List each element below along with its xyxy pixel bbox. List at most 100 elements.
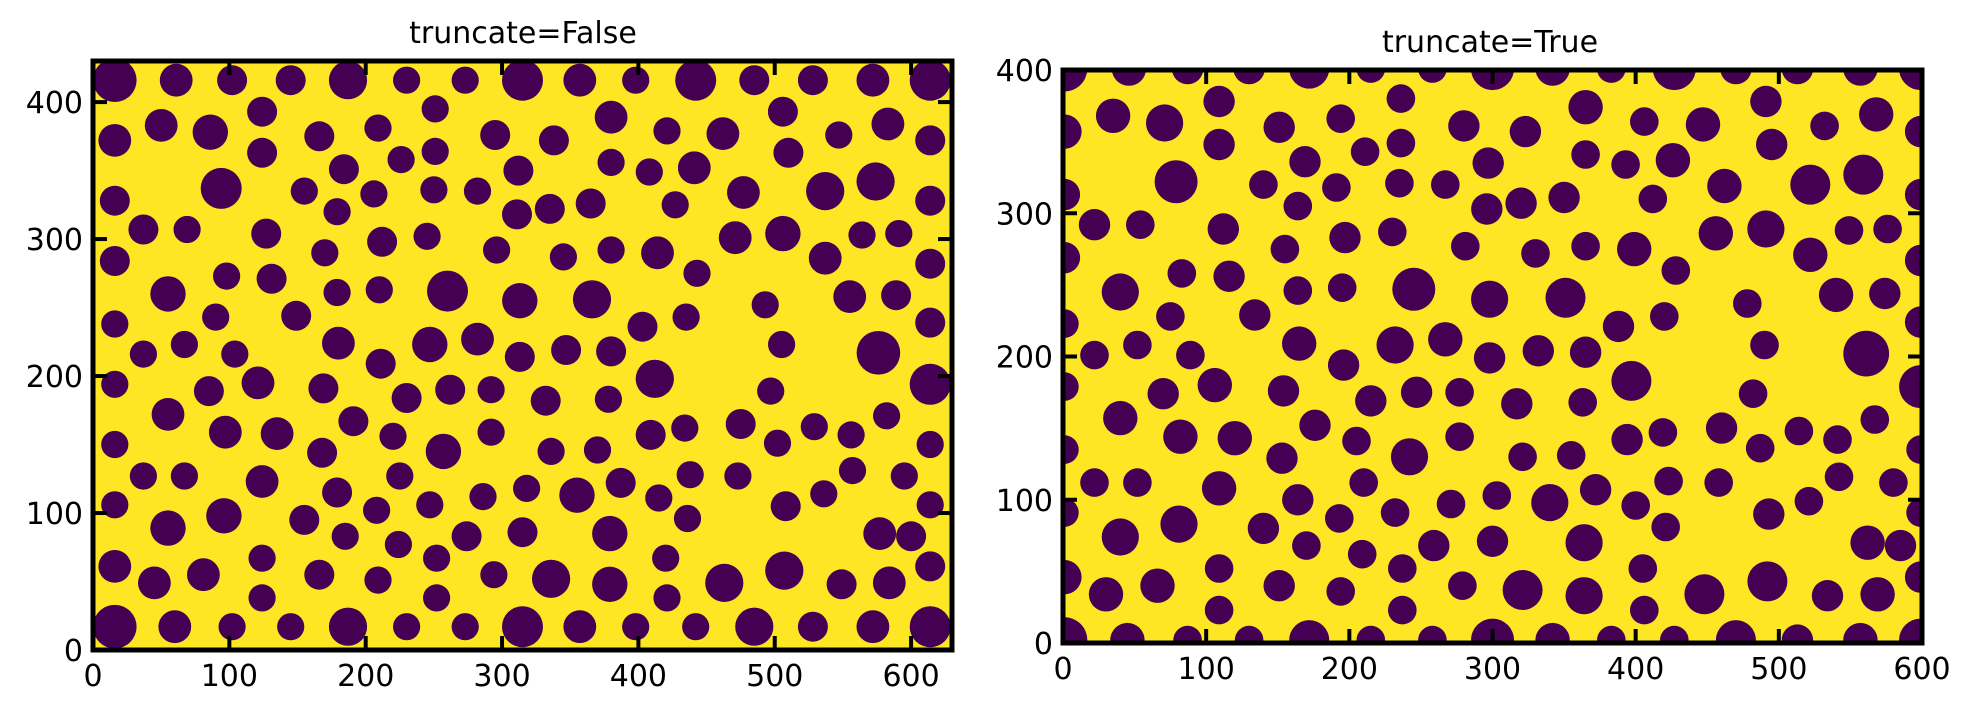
disk-mark <box>1388 554 1417 583</box>
disk-mark <box>725 409 756 439</box>
disk-mark <box>856 610 890 644</box>
disk-mark <box>916 491 944 519</box>
disk-mark <box>192 114 228 150</box>
disk-mark <box>379 422 407 450</box>
disk-mark <box>1843 70 1878 86</box>
disk-mark <box>367 226 398 257</box>
disk-mark <box>1508 442 1537 472</box>
disk-mark <box>260 417 294 450</box>
disk-mark <box>1249 170 1278 199</box>
disk-mark <box>1655 143 1691 178</box>
disk-mark <box>328 154 359 185</box>
disk-mark <box>277 613 305 641</box>
disk-mark <box>653 117 681 145</box>
disk-mark <box>463 177 492 205</box>
disk-mark <box>1661 256 1691 285</box>
disk-mark <box>245 465 279 498</box>
y-tick-label: 400 <box>26 86 83 121</box>
disk-mark <box>896 521 927 552</box>
plot-area <box>90 58 955 653</box>
disk-mark <box>1063 178 1081 211</box>
disk-mark <box>826 569 857 600</box>
disk-mark <box>451 613 479 641</box>
disk-mark <box>1704 468 1733 497</box>
disk-mark <box>413 222 441 250</box>
disk-mark <box>365 276 393 304</box>
disk-mark <box>915 248 946 279</box>
disk-mark <box>705 563 744 603</box>
disk-mark <box>99 185 130 216</box>
disk-mark <box>1123 468 1152 497</box>
disk-mark <box>1263 570 1295 602</box>
disk-mark <box>622 66 650 94</box>
disk-mark <box>391 383 422 413</box>
disk-mark <box>1176 340 1205 370</box>
disk-mark <box>1327 273 1357 303</box>
disk-mark <box>559 477 595 513</box>
disk-mark <box>1611 360 1652 401</box>
disk-mark <box>1502 570 1543 610</box>
disk-mark <box>676 461 704 489</box>
disk-mark <box>825 121 853 149</box>
disk-mark <box>856 63 890 97</box>
disk-mark <box>275 65 306 96</box>
disk-mark <box>248 584 276 612</box>
disk-mark <box>1160 505 1198 543</box>
disk-mark <box>289 504 320 535</box>
disk-mark <box>1705 412 1738 444</box>
disk-mark <box>304 559 335 590</box>
disk-mark <box>1501 388 1533 420</box>
disk-mark <box>1850 525 1885 560</box>
disk-mark <box>193 376 224 407</box>
disk-mark <box>1602 310 1635 343</box>
disk-mark <box>1213 260 1245 292</box>
disk-mark <box>1282 326 1317 361</box>
disk-mark <box>635 359 674 398</box>
disk-mark <box>1063 617 1088 643</box>
disk-mark <box>1270 234 1300 264</box>
disk-mark <box>635 158 663 186</box>
disk-mark <box>1810 111 1839 141</box>
disk-mark <box>645 484 673 512</box>
disk-mark <box>773 137 804 168</box>
disk-mark <box>848 221 876 249</box>
disk-mark <box>1617 231 1652 267</box>
disk-mark <box>1233 70 1265 85</box>
disk-mark <box>1818 277 1854 313</box>
disk-mark <box>1095 98 1131 133</box>
disk-mark <box>706 117 740 150</box>
disk-mark <box>200 167 242 209</box>
disk-mark <box>1482 481 1512 510</box>
disk-mark <box>502 61 543 101</box>
x-tick-label: 500 <box>746 659 803 694</box>
disk-mark <box>549 243 578 271</box>
disk-mark <box>451 66 479 94</box>
disk-mark <box>765 215 801 252</box>
y-tick-label: 0 <box>1034 627 1053 662</box>
disk-mark <box>322 477 353 508</box>
disk-mark <box>507 517 538 548</box>
disk-mark <box>1899 618 1922 643</box>
disk-mark <box>1292 531 1321 560</box>
disk-mark <box>1378 217 1407 247</box>
disk-mark <box>739 65 770 96</box>
disk-mark <box>241 366 275 400</box>
disk-mark <box>93 604 137 649</box>
disk-mark <box>1289 70 1330 89</box>
y-tick-label: 200 <box>996 341 1053 376</box>
disk-mark <box>597 148 625 176</box>
disk-mark <box>770 491 801 522</box>
disk-mark <box>641 236 674 270</box>
disk-mark <box>1326 104 1355 133</box>
disk-mark <box>1329 221 1361 254</box>
x-tick-label: 100 <box>201 659 258 694</box>
disk-mark <box>247 137 278 168</box>
disk-mark <box>909 363 951 405</box>
disk-mark <box>1063 559 1082 595</box>
disk-mark <box>138 566 171 600</box>
disk-mark <box>622 613 650 641</box>
disk-mark <box>477 418 505 446</box>
disk-mark <box>1630 107 1659 136</box>
disk-mark <box>338 406 369 437</box>
disk-mark <box>767 96 798 127</box>
